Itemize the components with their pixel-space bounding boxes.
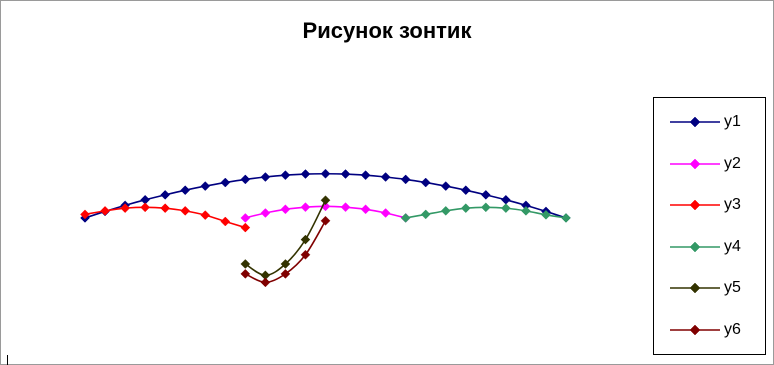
legend-item-y1: y1	[654, 112, 767, 132]
data-point-y4-2	[440, 206, 451, 216]
legend: y1 y2 y3 y4 y5 y6	[653, 97, 766, 355]
legend-item-y3: y3	[654, 195, 767, 215]
legend-label-y5: y5	[724, 279, 741, 296]
legend-diamond-y2	[689, 158, 701, 169]
data-point-y4-6	[521, 206, 531, 216]
legend-label-y3: y3	[724, 196, 741, 213]
data-point-y6-0	[240, 269, 251, 279]
chart-title: Рисунок зонтик	[302, 18, 472, 43]
series-y6	[240, 215, 331, 288]
data-point-y1-19	[460, 185, 471, 196]
data-point-y1-12	[320, 168, 331, 179]
data-point-y1-18	[440, 181, 451, 191]
legend-marker-y6	[670, 324, 720, 335]
data-point-y1-14	[360, 170, 371, 181]
data-point-y4-7	[541, 209, 551, 220]
data-point-y3-3	[140, 202, 150, 213]
legend-diamond-y6	[689, 324, 701, 335]
data-point-y1-17	[420, 177, 431, 188]
data-point-y1-5	[180, 185, 191, 196]
data-point-y1-8	[240, 174, 251, 185]
data-point-y5-4	[320, 195, 331, 206]
data-point-y2-2	[280, 204, 291, 215]
legend-diamond-y3	[689, 199, 701, 211]
legend-diamond-y4	[689, 241, 701, 252]
data-point-y2-3	[300, 202, 311, 213]
data-point-y2-7	[380, 208, 391, 218]
series-y3	[80, 202, 251, 233]
data-point-y4-5	[501, 203, 511, 214]
data-point-y3-4	[160, 203, 171, 214]
data-point-y4-0	[400, 213, 411, 223]
data-point-y1-16	[400, 174, 411, 185]
legend-marker-y5	[670, 282, 720, 294]
data-point-y1-21	[501, 194, 511, 205]
data-point-y6-1	[260, 277, 271, 288]
legend-item-y5: y5	[654, 278, 767, 298]
data-point-y6-2	[280, 269, 291, 279]
data-point-y1-13	[340, 169, 351, 179]
data-point-y3-2	[120, 203, 130, 214]
data-point-y1-6	[200, 181, 211, 191]
data-point-y5-2	[280, 259, 291, 269]
data-point-y2-1	[260, 208, 271, 218]
legend-label-y4: y4	[724, 237, 741, 255]
data-point-y1-9	[260, 172, 271, 182]
data-point-y3-8	[240, 222, 251, 233]
data-point-y3-6	[200, 210, 211, 220]
legend-diamond-y5	[689, 282, 701, 294]
legend-marker-y4	[670, 241, 720, 252]
data-point-y5-3	[300, 234, 311, 245]
data-point-y1-11	[300, 169, 311, 179]
series-y5	[240, 195, 331, 281]
series-y4	[400, 202, 571, 223]
legend-item-y6: y6	[654, 320, 767, 340]
data-point-y4-4	[480, 202, 491, 213]
legend-marker-y3	[670, 199, 720, 211]
legend-label-y2: y2	[724, 154, 741, 172]
legend-marker-y2	[670, 158, 720, 169]
data-point-y3-0	[80, 209, 90, 220]
legend-diamond-y1	[689, 116, 701, 128]
data-point-y1-7	[220, 177, 231, 188]
data-point-y3-7	[220, 216, 231, 227]
legend-label-y1: y1	[724, 113, 741, 130]
data-point-y2-0	[240, 213, 251, 223]
data-point-y2-5	[340, 202, 351, 213]
legend-item-y4: y4	[654, 237, 767, 257]
data-point-y1-20	[480, 190, 491, 200]
data-point-y4-1	[420, 209, 431, 220]
plot-area-edge	[7, 355, 8, 365]
data-point-y5-0	[240, 259, 251, 269]
data-point-y6-4	[320, 215, 331, 226]
data-point-y4-8	[561, 213, 571, 223]
data-point-y6-3	[300, 249, 311, 260]
legend-label-y6: y6	[724, 320, 741, 338]
data-point-y2-6	[360, 204, 371, 215]
data-point-y1-10	[280, 170, 291, 181]
data-point-y1-4	[160, 190, 171, 200]
data-point-y3-1	[100, 206, 110, 216]
legend-marker-y1	[670, 116, 720, 128]
legend-item-y2: y2	[654, 154, 767, 174]
data-point-y4-3	[460, 203, 471, 214]
data-point-y3-5	[180, 206, 191, 216]
data-point-y1-15	[380, 172, 391, 182]
